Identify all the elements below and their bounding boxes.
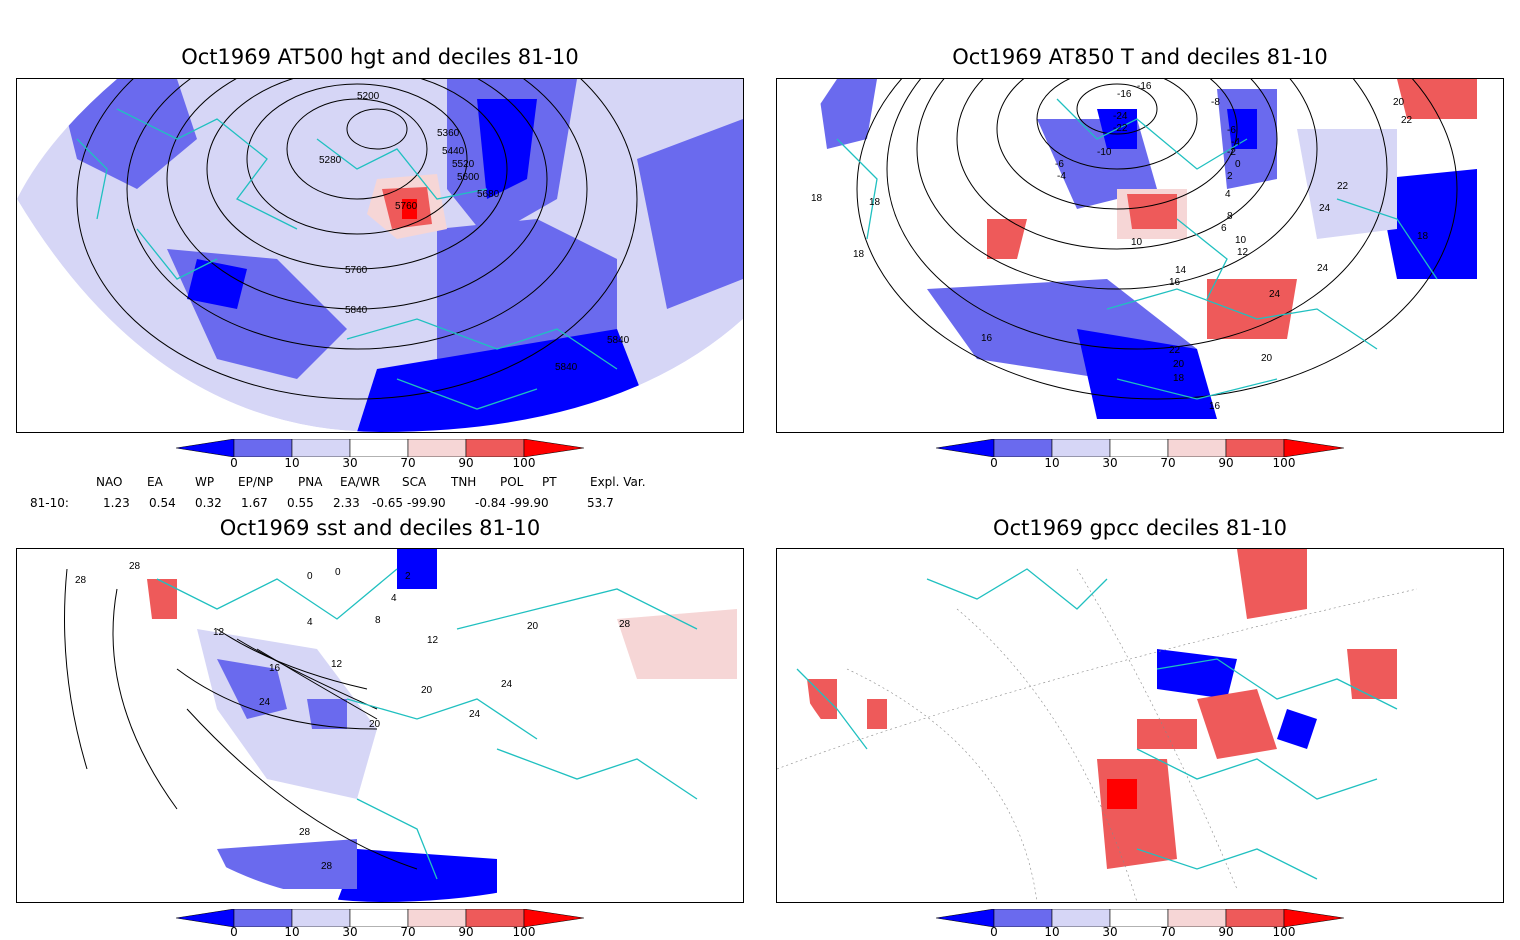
sst-contour-label: 24 — [501, 679, 513, 690]
hgt-map: 5200 5280 5360 5440 5520 5600 5680 5760 … — [17, 79, 743, 432]
t850-contour-label: 14 — [1175, 265, 1187, 276]
t850-contour-label: 18 — [1173, 373, 1185, 384]
t850-contour-label: 24 — [1269, 289, 1281, 300]
hgt-contour-label: 5600 — [457, 172, 480, 183]
panel-title-hgt: Oct1969 AT500 hgt and deciles 81-10 — [181, 45, 579, 69]
map-panel-gpcc — [776, 548, 1504, 903]
gpcc-map — [777, 549, 1503, 902]
t850-contour-label: 24 — [1319, 203, 1331, 214]
t850-contour-label: 22 — [1337, 181, 1349, 192]
sst-contour-label: 20 — [421, 685, 433, 696]
sst-contour-label: 24 — [259, 697, 271, 708]
t850-contour-label: 22 — [1169, 345, 1181, 356]
t850-contour-label: -10 — [1097, 147, 1112, 158]
panel-title-gpcc: Oct1969 gpcc deciles 81-10 — [993, 516, 1287, 540]
sst-contour-label: 28 — [299, 827, 311, 838]
sst-contour-label: 20 — [527, 621, 539, 632]
t850-contour-label: -6 — [1227, 125, 1236, 136]
t850-contour-label: 16 — [1169, 277, 1181, 288]
sst-contour-label: 28 — [321, 861, 333, 872]
t850-contour-label: -16 — [1117, 89, 1132, 100]
t850-contour-label: 18 — [853, 249, 865, 260]
t850-contour-label: -16 — [1137, 81, 1152, 92]
sst-contour-label: 28 — [75, 575, 87, 586]
sst-contour-label: 20 — [369, 719, 381, 730]
hgt-contour-label: 5760 — [345, 265, 368, 276]
t850-contour-label: 18 — [811, 193, 823, 204]
hgt-contour-label: 5840 — [607, 335, 630, 346]
t850-contour-label: -24 — [1113, 111, 1128, 122]
map-panel-hgt: 5200 5280 5360 5440 5520 5600 5680 5760 … — [16, 78, 744, 433]
t850-contour-label: -4 — [1057, 171, 1066, 182]
sst-contour-label: 4 — [307, 617, 313, 628]
t850-contour-label: -6 — [1055, 159, 1064, 170]
t850-contour-label: 10 — [1131, 237, 1143, 248]
hgt-contour-label: 5760 — [395, 201, 418, 212]
sst-contour-label: 28 — [129, 561, 141, 572]
t850-contour-label: 18 — [869, 197, 881, 208]
t850-contour-label: 16 — [981, 333, 993, 344]
sst-map: 28 28 0 0 2 4 4 8 12 12 16 12 20 20 24 2… — [17, 549, 743, 902]
t850-contour-label: 18 — [1417, 231, 1429, 242]
t850-contour-label: 24 — [1317, 263, 1329, 274]
hgt-contour-label: 5840 — [555, 362, 578, 373]
colorbar-hgt: 0 10 30 70 90 100 — [175, 438, 585, 473]
hgt-contour-label: 5280 — [319, 155, 342, 166]
sst-contour-label: 0 — [307, 571, 313, 582]
colorbar-gpcc: 0 10 30 70 90 100 — [935, 908, 1345, 940]
panel-title-sst: Oct1969 sst and deciles 81-10 — [219, 516, 541, 540]
t850-contour-label: 22 — [1401, 115, 1413, 126]
t850-contour-label: 16 — [1209, 401, 1221, 412]
t850-contour-label: 4 — [1225, 189, 1231, 200]
hgt-contour-label: 5440 — [442, 146, 465, 157]
t850-contour-label: 6 — [1221, 223, 1227, 234]
map-panel-t850: -16 -16 -22 -24 -10 -8 -6 -6 -4 -4 -2 0 … — [776, 78, 1504, 433]
hgt-contour-label: 5200 — [357, 91, 380, 102]
t850-contour-label: 20 — [1393, 97, 1405, 108]
t850-contour-label: -8 — [1211, 97, 1220, 108]
sst-contour-label: 4 — [391, 593, 397, 604]
hgt-contour-label: 5520 — [452, 159, 475, 170]
hgt-contour-label: 5840 — [345, 305, 368, 316]
sst-contour-label: 2 — [405, 571, 411, 582]
t850-contour-label: 20 — [1261, 353, 1273, 364]
sst-contour-label: 12 — [213, 627, 225, 638]
t850-contour-label: 20 — [1173, 359, 1185, 370]
panel-title-t850: Oct1969 AT850 T and deciles 81-10 — [952, 45, 1328, 69]
colorbar-sst: 0 10 30 70 90 100 — [175, 908, 585, 940]
sst-contour-label: 12 — [427, 635, 439, 646]
sst-contour-label: 0 — [335, 567, 341, 578]
t850-contour-label: 0 — [1235, 159, 1241, 170]
sst-contour-label: 8 — [375, 615, 381, 626]
map-panel-sst: 28 28 0 0 2 4 4 8 12 12 16 12 20 20 24 2… — [16, 548, 744, 903]
t850-contour-label: -22 — [1113, 123, 1128, 134]
t850-contour-label: -2 — [1227, 147, 1236, 158]
t850-contour-label: 8 — [1227, 211, 1233, 222]
t850-contour-label: 10 — [1235, 235, 1247, 246]
t850-map: -16 -16 -22 -24 -10 -8 -6 -6 -4 -4 -2 0 … — [777, 79, 1503, 432]
t850-contour-label: -4 — [1231, 137, 1240, 148]
sst-contour-label: 16 — [269, 663, 281, 674]
t850-contour-label: 12 — [1237, 247, 1249, 258]
hgt-contour-label: 5360 — [437, 128, 460, 139]
sst-contour-label: 12 — [331, 659, 343, 670]
sst-contour-label: 24 — [469, 709, 481, 720]
sst-contour-label: 28 — [619, 619, 631, 630]
colorbar-t850: 0 10 30 70 90 100 — [935, 438, 1345, 473]
t850-contour-label: 2 — [1227, 171, 1233, 182]
hgt-contour-label: 5680 — [477, 189, 500, 200]
